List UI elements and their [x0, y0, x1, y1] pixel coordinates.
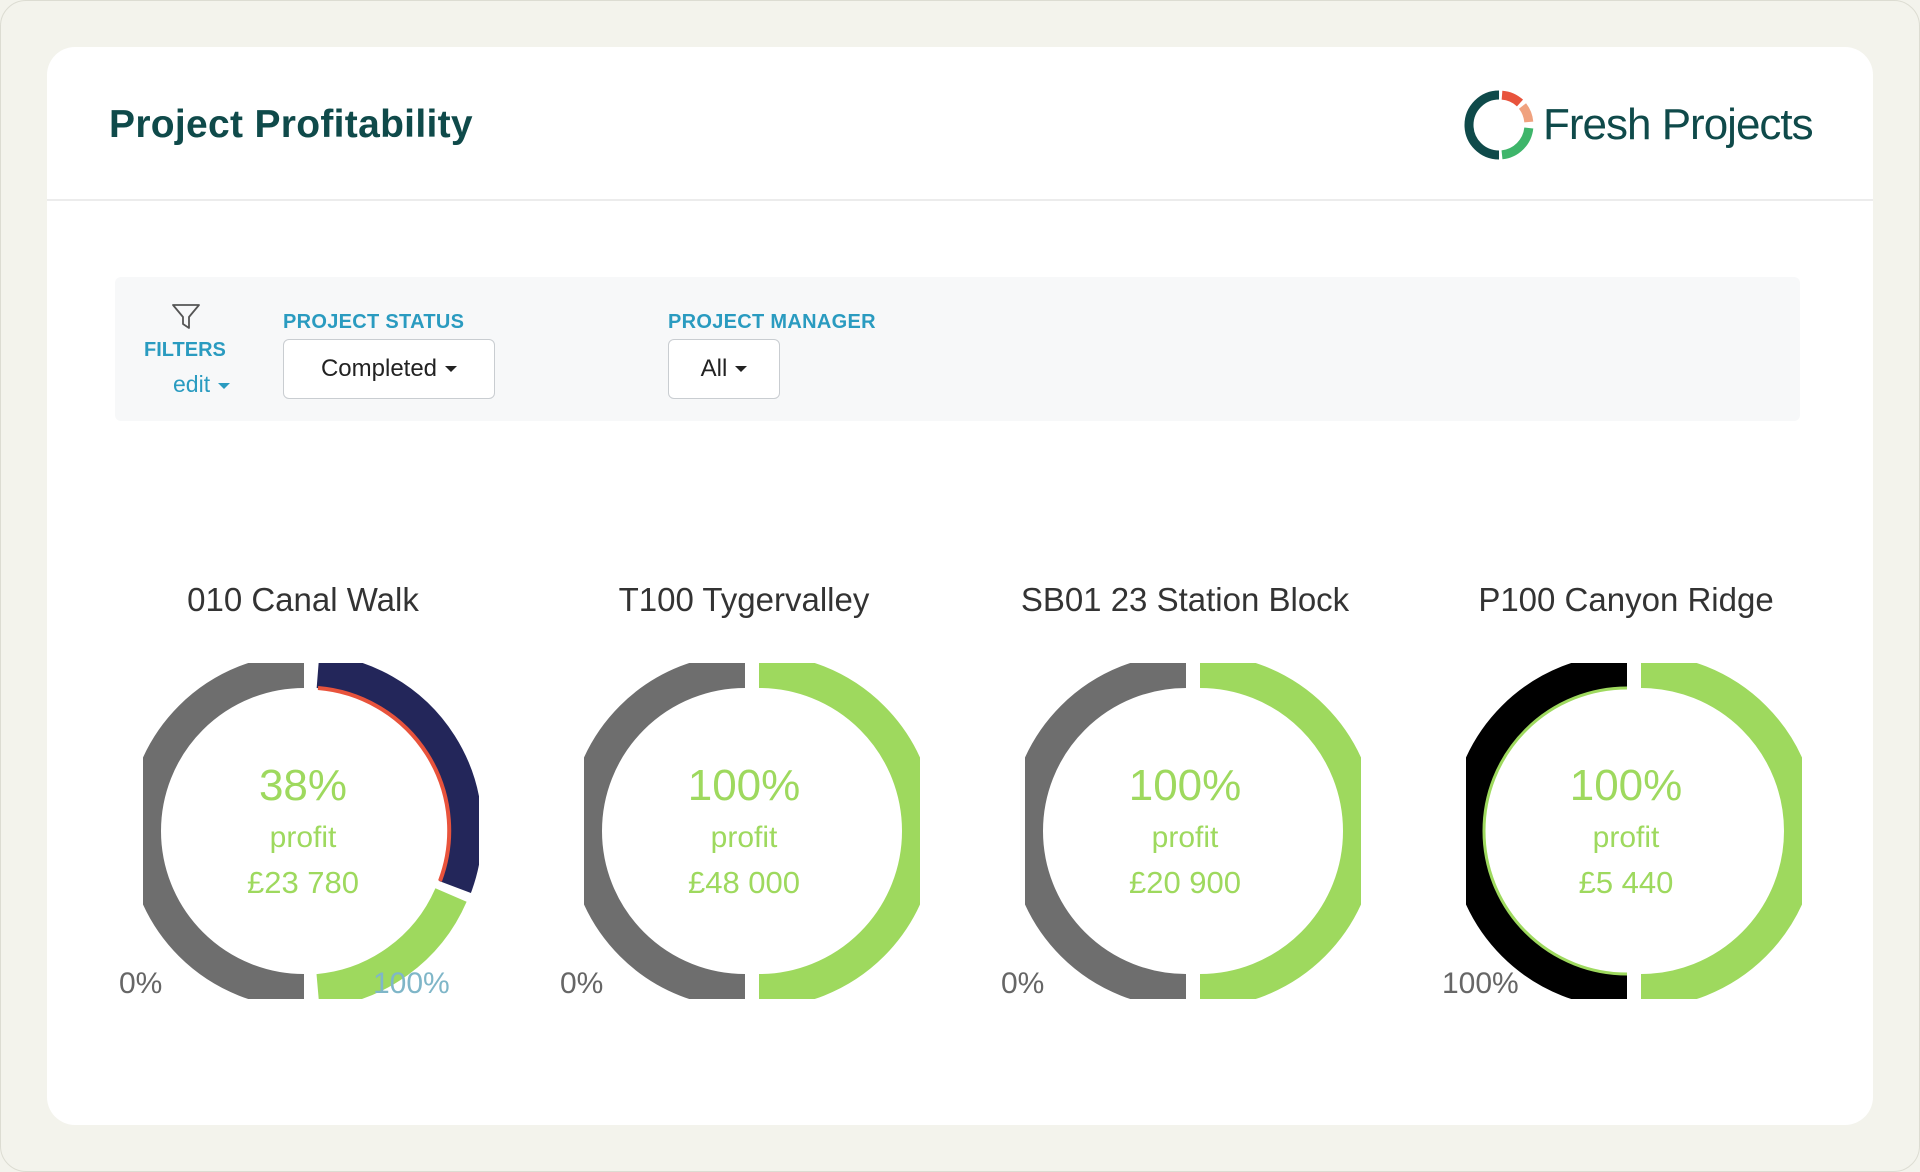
profit-label: profit	[710, 821, 778, 854]
axis-min-label: 100%	[1442, 967, 1519, 1000]
donut-segment-profit	[316, 887, 467, 999]
report-header: Project Profitability Fresh Projects	[47, 47, 1873, 201]
axis-max-label: 100%	[373, 967, 450, 1000]
donut-chart	[1466, 663, 1802, 999]
brand-name: Fresh Projects	[1543, 100, 1814, 149]
donut-track-left	[143, 663, 305, 999]
caret-down-icon	[445, 366, 458, 372]
chart-title: 010 Canal Walk	[187, 581, 419, 618]
donut-chart	[143, 663, 479, 999]
profit-label: profit	[1592, 821, 1660, 854]
project-manager-label: PROJECT MANAGER	[668, 311, 876, 333]
fresh-projects-logo-icon	[1464, 90, 1534, 160]
profit-amount: £48 000	[687, 865, 801, 900]
caret-down-icon	[218, 382, 231, 389]
chart-title: P100 Canyon Ridge	[1478, 581, 1774, 618]
profit-label: profit	[269, 821, 337, 854]
report-card: Project Profitability Fresh Projects FIL…	[47, 47, 1873, 1125]
donut-track-left	[1466, 663, 1628, 999]
chart-title: T100 Tygervalley	[618, 581, 870, 618]
chart-title: SB01 23 Station Block	[1020, 581, 1350, 618]
donut-segment-profit	[1199, 663, 1361, 999]
profit-amount: £20 900	[1128, 865, 1242, 900]
donut-segment-profit	[1640, 663, 1802, 999]
donut-chart	[1025, 663, 1361, 999]
donut-segment-profit	[758, 663, 920, 999]
donut-inner-rim	[1482, 686, 1628, 976]
donut-chart-station-block: SB01 23 Station Block 100% profit £20 90…	[965, 543, 1405, 1023]
donut-segment-cost	[316, 663, 479, 893]
caret-down-icon	[735, 366, 748, 372]
project-status-label: PROJECT STATUS	[283, 311, 465, 333]
axis-min-label: 0%	[1001, 967, 1045, 1000]
profit-amount: £5 440	[1578, 865, 1674, 900]
profit-label: profit	[1151, 821, 1219, 854]
donut-track-left	[584, 663, 746, 999]
profit-percent: 100%	[687, 761, 801, 810]
project-status-dropdown[interactable]: Completed	[283, 339, 495, 399]
donut-chart	[584, 663, 920, 999]
project-status-value: Completed	[320, 355, 438, 382]
axis-min-label: 0%	[560, 967, 604, 1000]
filter-icon	[172, 304, 200, 329]
edit-filters-link[interactable]: edit	[173, 371, 231, 398]
profit-percent: 100%	[1569, 761, 1683, 810]
profit-percent: 100%	[1128, 761, 1242, 810]
donut-track-left	[1025, 663, 1187, 999]
axis-min-label: 0%	[119, 967, 163, 1000]
project-manager-value: All	[700, 355, 728, 382]
filters-label: FILTERS	[144, 339, 226, 361]
profit-percent: 38%	[258, 761, 348, 810]
donut-chart-tygervalley: T100 Tygervalley 100% profit £48 000 0%	[524, 543, 964, 1023]
page-title: Project Profitability	[109, 103, 473, 146]
edit-filters-label: edit	[173, 371, 211, 397]
filter-bar: FILTERS edit PROJECT STATUS Completed PR…	[115, 277, 1800, 421]
donut-segment-overrun	[317, 686, 452, 882]
donut-chart-canyon-ridge: P100 Canyon Ridge 100% profit £5 440 100…	[1406, 543, 1846, 1023]
project-manager-dropdown[interactable]: All	[668, 339, 780, 399]
profit-amount: £23 780	[246, 865, 360, 900]
donut-chart-canal-walk: 010 Canal Walk 38% profit £23 780 0% 100…	[83, 543, 523, 1023]
